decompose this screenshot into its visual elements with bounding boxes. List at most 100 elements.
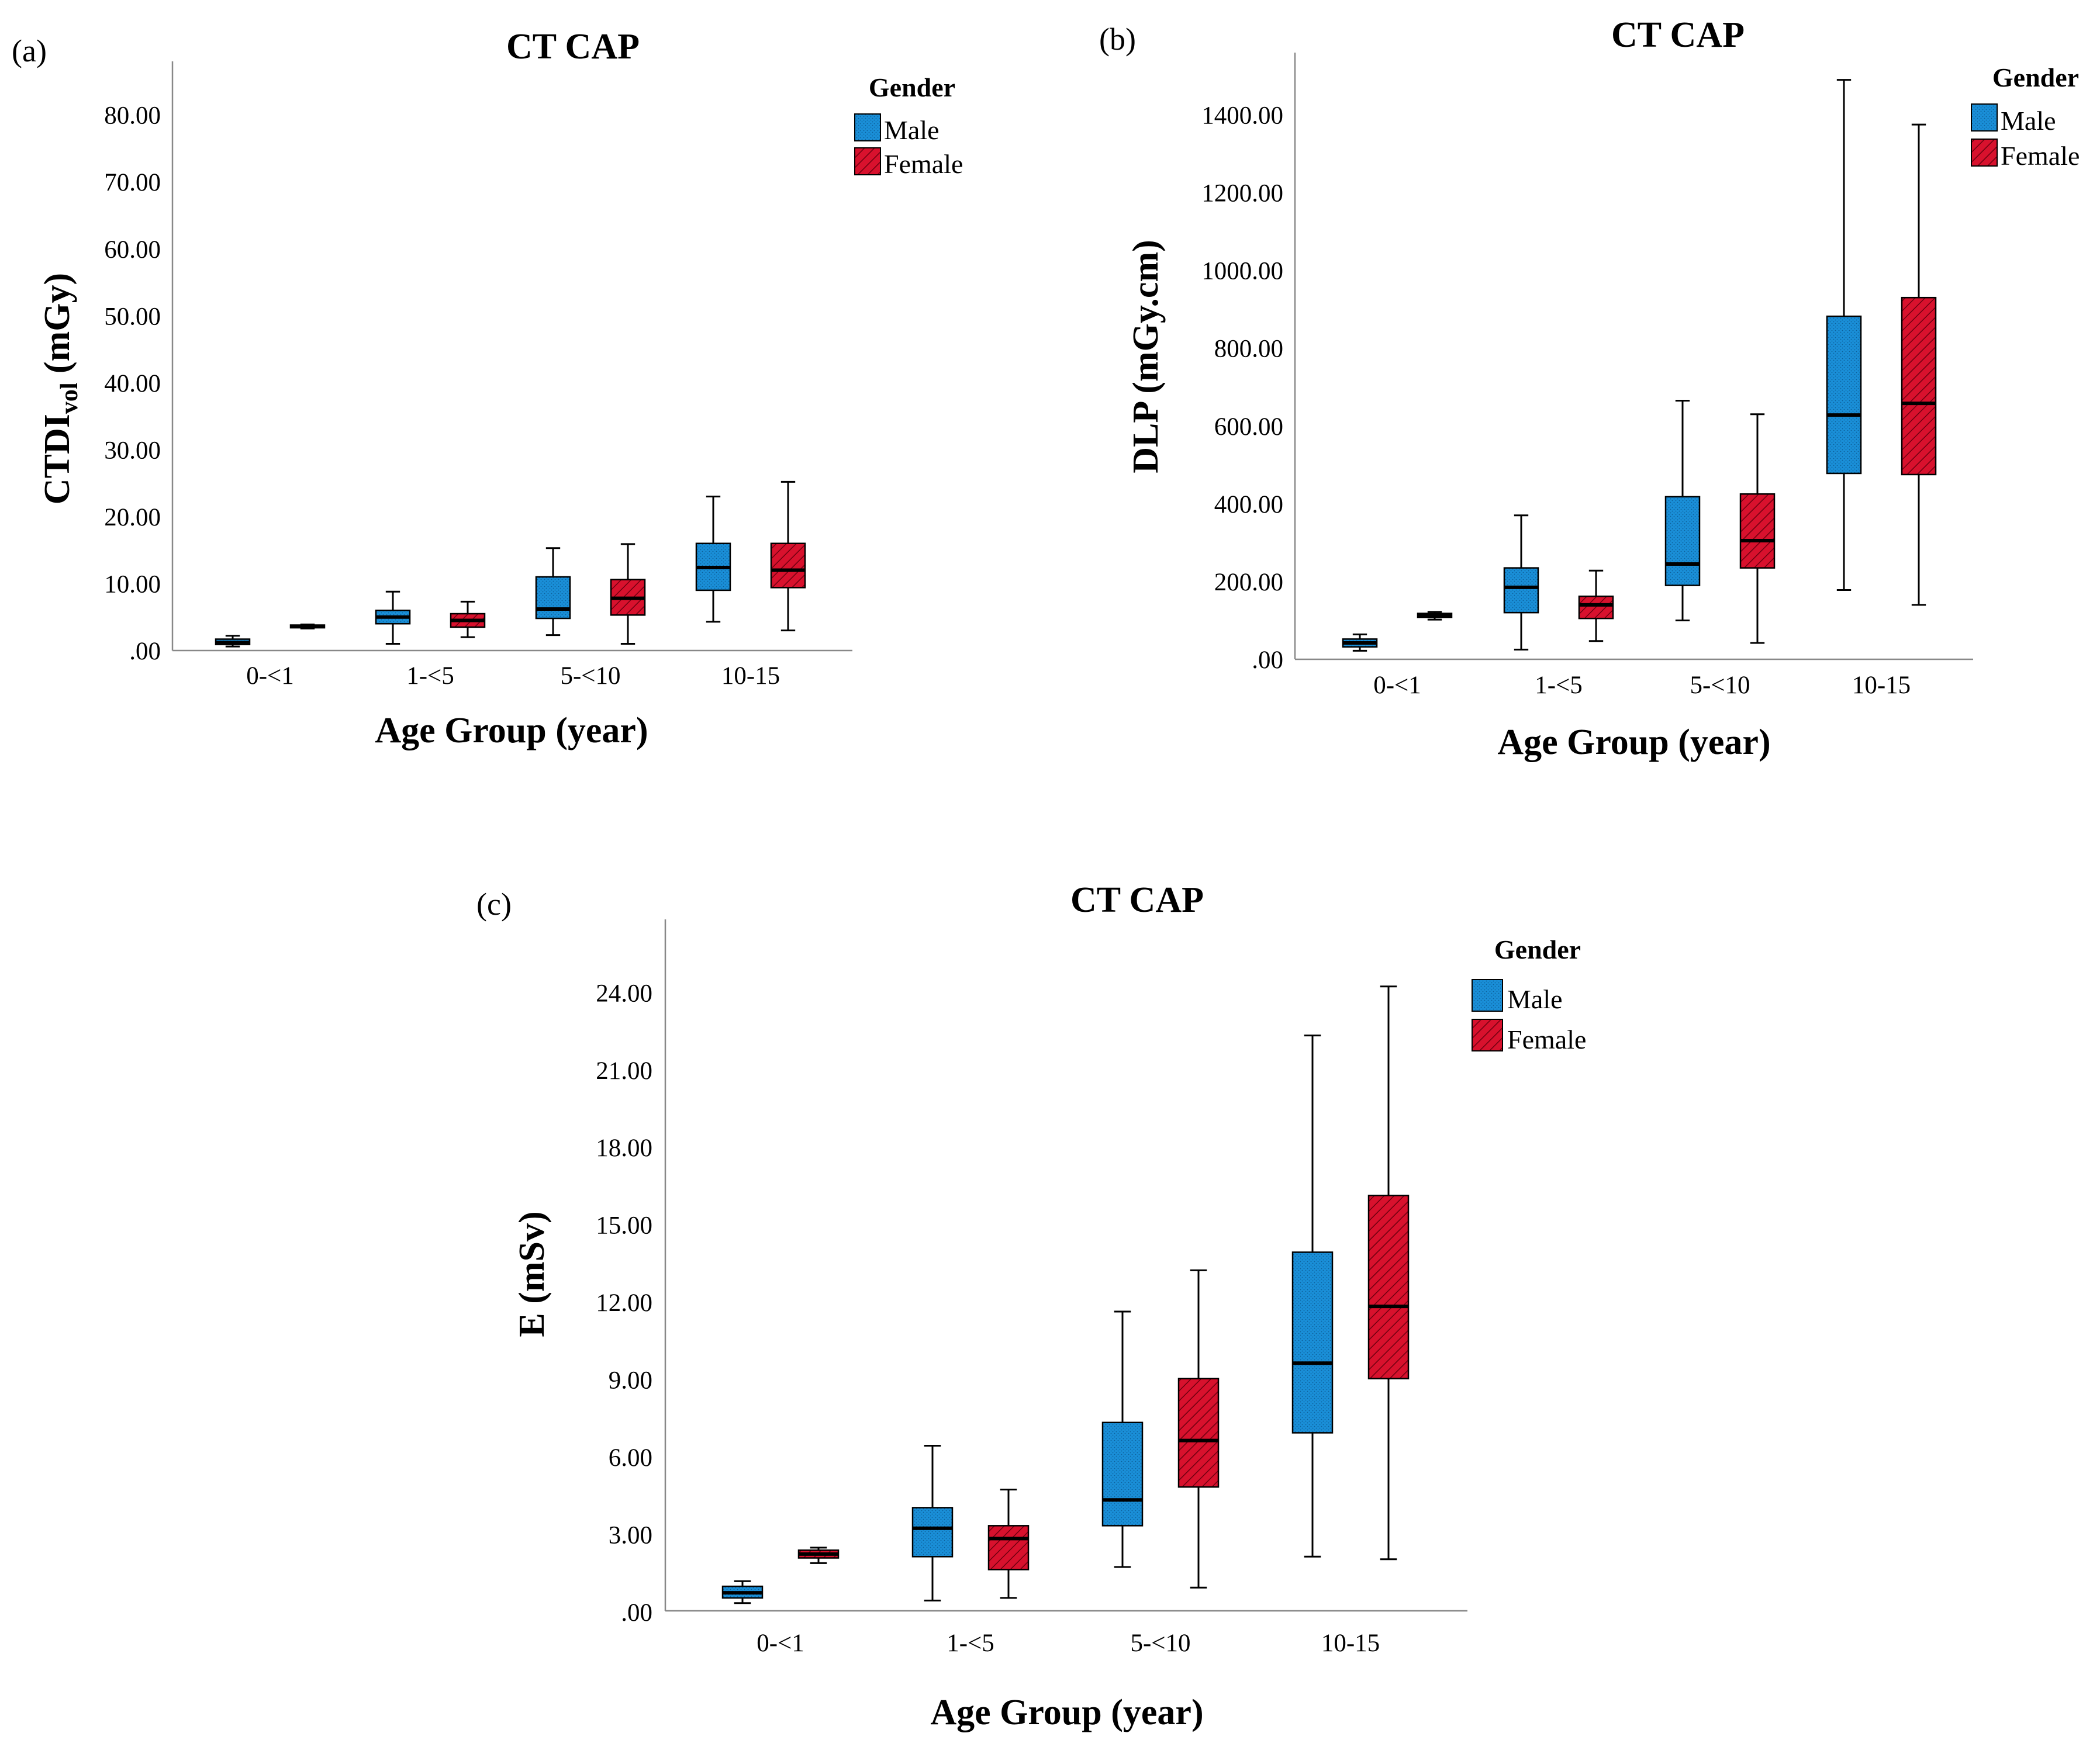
box-iqr bbox=[1739, 493, 1776, 569]
x-tick-label: 0-<1 bbox=[757, 1630, 804, 1657]
y-tick-label: 200.00 bbox=[1214, 569, 1283, 596]
x-tick-label: 10-15 bbox=[1321, 1630, 1380, 1657]
box-male-1 bbox=[911, 1444, 954, 1601]
x-axis-title: Age Group (year) bbox=[375, 711, 648, 750]
box-male-2 bbox=[535, 547, 571, 636]
axes bbox=[171, 61, 852, 652]
y-axis-title: DLP (mGy.cm) bbox=[1126, 240, 1166, 473]
legend-swatch-female bbox=[1971, 139, 1998, 167]
y-tick-label: 70.00 bbox=[104, 169, 161, 196]
box-female-1 bbox=[987, 1489, 1030, 1599]
panel-label: (c) bbox=[476, 887, 512, 922]
box-male-2 bbox=[1664, 400, 1701, 621]
panel-label: (b) bbox=[1099, 22, 1136, 57]
legend-title: Gender bbox=[869, 72, 955, 102]
y-tick-label: 40.00 bbox=[104, 370, 161, 397]
y-tick-label: 1000.00 bbox=[1201, 258, 1283, 285]
x-tick-labels: 0-<1 1-<5 5-<10 10-15 bbox=[246, 662, 780, 690]
x-tick-label: 10-15 bbox=[721, 662, 780, 690]
box-female-1 bbox=[450, 600, 486, 638]
x-tick-label: 5-<10 bbox=[1130, 1630, 1190, 1657]
axes bbox=[664, 919, 1467, 1612]
x-tick-label: 5-<10 bbox=[560, 662, 620, 690]
y-tick-label: 80.00 bbox=[104, 102, 161, 130]
y-tick-label: 400.00 bbox=[1214, 491, 1283, 518]
legend-label-female: Female bbox=[2001, 141, 2080, 171]
x-axis-title: Age Group (year) bbox=[930, 1693, 1203, 1732]
x-tick-label: 10-15 bbox=[1852, 672, 1911, 699]
box-female-3 bbox=[1901, 123, 1937, 606]
box-plots bbox=[215, 480, 806, 648]
box-male-3 bbox=[695, 496, 731, 623]
legend-swatch-female bbox=[1472, 1019, 1503, 1051]
x-tick-labels: 0-<1 1-<5 5-<10 10-15 bbox=[1373, 672, 1911, 699]
legend-label-male: Male bbox=[1507, 984, 1563, 1014]
box-male-1 bbox=[375, 590, 411, 645]
y-axis-title: E (mSv) bbox=[512, 1211, 552, 1337]
box-male-1 bbox=[1503, 514, 1539, 651]
y-tick-label: 15.00 bbox=[596, 1212, 652, 1240]
y-tick-label: 3.00 bbox=[609, 1521, 652, 1549]
y-tick-labels: .00 10.00 20.00 30.00 40.00 50.00 60.00 70.00 80… bbox=[104, 102, 161, 665]
box-male-2 bbox=[1101, 1310, 1144, 1568]
box-female-1 bbox=[1578, 569, 1614, 642]
box-iqr bbox=[1177, 1378, 1220, 1488]
x-tick-label: 1-<5 bbox=[1535, 672, 1583, 699]
legend-label-male: Male bbox=[884, 115, 940, 145]
chart-panel-b: (b) CT CAP DLP (mGy.cm) Age Group (year)… bbox=[1099, 15, 2080, 762]
x-tick-label: 0-<1 bbox=[246, 662, 294, 690]
y-tick-label: .00 bbox=[621, 1599, 652, 1627]
legend-title: Gender bbox=[1992, 63, 2079, 92]
y-tick-label: 800.00 bbox=[1214, 335, 1283, 363]
y-tick-label: 60.00 bbox=[104, 236, 161, 264]
box-iqr bbox=[770, 542, 806, 589]
box-iqr bbox=[1367, 1195, 1410, 1379]
y-axis-title: CTDIvol (mGy) bbox=[37, 273, 83, 504]
x-tick-label: 5-<10 bbox=[1690, 672, 1750, 699]
chart-title: CT CAP bbox=[506, 27, 640, 67]
chart-title: CT CAP bbox=[1611, 15, 1745, 55]
box-female-0 bbox=[289, 623, 326, 629]
chart-panel-a: (a) CT CAP CTDIvol (mGy) Age Group (year… bbox=[12, 27, 963, 750]
y-tick-label: 24.00 bbox=[596, 980, 652, 1007]
legend: Gender Male Female bbox=[854, 72, 963, 179]
box-iqr bbox=[1291, 1251, 1334, 1434]
box-plots bbox=[1342, 79, 1937, 652]
y-tick-labels: .00 3.00 6.00 9.00 12.00 15.00 18.00 21.00 24.00 bbox=[596, 980, 652, 1626]
x-tick-label: 1-<5 bbox=[947, 1630, 994, 1657]
y-tick-label: 6.00 bbox=[609, 1444, 652, 1472]
legend-title: Gender bbox=[1494, 935, 1581, 964]
y-tick-label: 20.00 bbox=[104, 504, 161, 531]
legend: Gender Male Female bbox=[1971, 63, 2080, 171]
box-iqr bbox=[1826, 315, 1862, 475]
x-tick-label: 1-<5 bbox=[406, 662, 454, 690]
y-tick-label: 12.00 bbox=[596, 1289, 652, 1317]
y-tick-label: 1400.00 bbox=[1201, 102, 1283, 130]
box-female-0 bbox=[797, 1547, 840, 1564]
y-tick-label: 600.00 bbox=[1214, 413, 1283, 441]
y-tick-label: 30.00 bbox=[104, 437, 161, 464]
legend-label-female: Female bbox=[1507, 1025, 1586, 1054]
legend-swatch-female bbox=[854, 147, 881, 175]
box-female-2 bbox=[610, 543, 646, 645]
box-female-2 bbox=[1739, 413, 1776, 644]
legend-swatch-male bbox=[1472, 979, 1503, 1012]
box-female-0 bbox=[1417, 611, 1453, 621]
box-iqr bbox=[1901, 296, 1937, 476]
box-plots bbox=[721, 985, 1410, 1604]
y-tick-label: 21.00 bbox=[596, 1057, 652, 1085]
y-tick-label: 9.00 bbox=[609, 1367, 652, 1395]
box-female-2 bbox=[1177, 1269, 1220, 1589]
axes bbox=[1294, 53, 1973, 660]
box-iqr bbox=[1578, 595, 1614, 620]
y-tick-label: 1200.00 bbox=[1201, 180, 1283, 207]
legend: Gender Male Female bbox=[1472, 935, 1586, 1054]
box-male-0 bbox=[721, 1580, 764, 1604]
x-axis-title: Age Group (year) bbox=[1497, 722, 1770, 762]
legend-swatch-male bbox=[1971, 103, 1998, 132]
box-female-3 bbox=[1367, 985, 1410, 1561]
panel-label: (a) bbox=[12, 33, 47, 68]
box-iqr bbox=[1664, 496, 1701, 586]
box-male-3 bbox=[1291, 1035, 1334, 1558]
box-male-0 bbox=[1342, 633, 1378, 652]
